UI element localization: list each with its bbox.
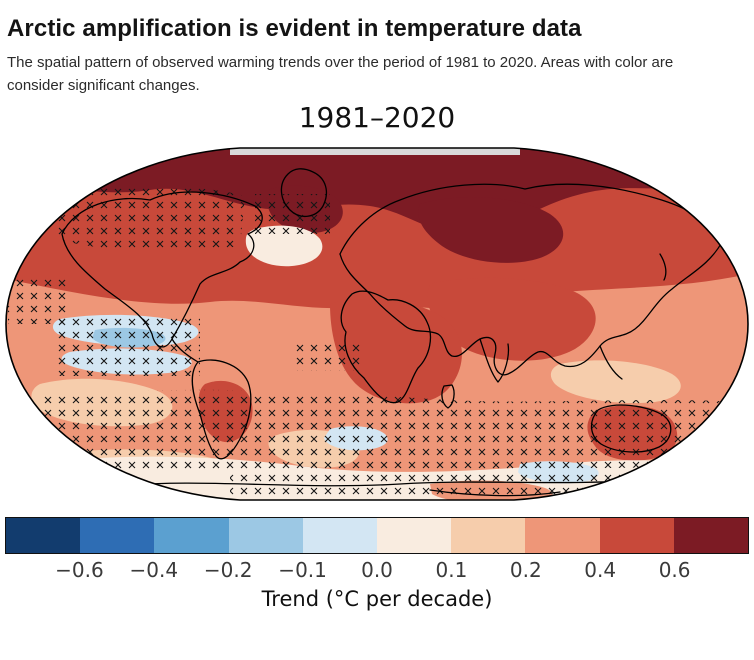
colorbar-ticks: −0.6 −0.4 −0.2 −0.1 0.0 0.1 0.2 0.4 0.6 — [5, 558, 749, 584]
colorbar-segment — [154, 518, 229, 553]
siberia-maroon-lobe — [418, 197, 564, 263]
central-asia-red — [427, 277, 596, 361]
colorbar-segment — [302, 518, 378, 553]
subtitle: The spatial pattern of observed warming … — [7, 54, 674, 94]
colorbar-tick-label: 0.6 — [658, 558, 691, 582]
colorbar-tick-label: −0.2 — [203, 558, 253, 582]
colorbar-segment — [451, 518, 526, 553]
colorbar-tick-label: 0.0 — [361, 558, 393, 582]
colorbar-tick-label: −0.4 — [129, 558, 179, 582]
headline: Arctic amplification is evident in tempe… — [7, 15, 582, 42]
west-pacific-peach — [550, 360, 681, 404]
page: Arctic amplification is evident in tempe… — [0, 15, 754, 660]
map-title: 1981–2020 — [298, 101, 456, 134]
arctic-maroon-cap — [6, 148, 748, 233]
colorbar-segment — [673, 518, 749, 553]
hatching-overlay — [8, 185, 740, 500]
colorbar-segment — [377, 518, 452, 553]
world-map — [5, 147, 749, 501]
colorbar-tick-label: 0.2 — [509, 558, 542, 582]
coastlines — [61, 168, 723, 497]
projection-top-edge — [230, 148, 520, 155]
colorbar-tick-label: 0.4 — [584, 558, 617, 582]
colorbar-tick-label: 0.1 — [435, 558, 468, 582]
north-atlantic-cold-blob — [245, 225, 323, 267]
colorbar — [5, 517, 749, 554]
projection-outline — [5, 147, 749, 501]
colorbar-tick-label: −0.1 — [278, 558, 327, 582]
figure: 1981–2020 — [0, 101, 754, 611]
colorbar-segment — [599, 518, 674, 553]
colorbar-segment — [228, 518, 303, 553]
colorbar-segment — [80, 518, 155, 553]
colorbar-segment — [6, 518, 81, 553]
colorbar-segment — [525, 518, 600, 553]
colorbar-label: Trend (°C per decade) — [261, 587, 493, 611]
colorbar-tick-label: −0.6 — [55, 558, 104, 582]
